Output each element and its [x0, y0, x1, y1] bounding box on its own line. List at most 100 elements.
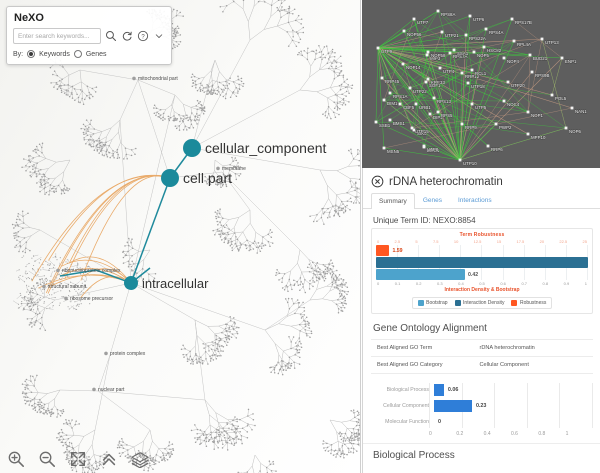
close-icon[interactable] — [371, 175, 384, 188]
gene-node[interactable] — [510, 17, 514, 21]
collapse-all-icon[interactable] — [99, 449, 119, 469]
gene-node[interactable] — [560, 56, 564, 60]
gene-node[interactable] — [526, 132, 530, 136]
ontology-graph-panel[interactable]: mitochondrial part membrane protein comple… — [0, 0, 361, 473]
gene-node[interactable] — [526, 110, 530, 114]
legend-item-interaction-density[interactable]: Interaction Density — [454, 300, 504, 306]
gene-node[interactable] — [382, 146, 386, 150]
gene-node[interactable] — [402, 29, 406, 33]
gene-node-label: SOF1 — [429, 83, 441, 88]
gene-node[interactable] — [470, 102, 474, 106]
highlighted-graph-node[interactable] — [161, 169, 179, 187]
graph-node[interactable] — [216, 166, 220, 171]
detail-tabs[interactable]: Summary Genes Interactions — [363, 192, 600, 209]
chevron-down-icon[interactable] — [152, 30, 165, 43]
gene-node[interactable] — [398, 102, 402, 106]
graph-node[interactable] — [132, 76, 136, 81]
gene-node[interactable] — [388, 91, 392, 95]
gene-node[interactable] — [388, 118, 392, 122]
gene-node[interactable] — [432, 96, 436, 100]
search-input[interactable] — [13, 28, 101, 44]
gene-node[interactable] — [482, 45, 486, 49]
search-row[interactable]: ? — [13, 28, 165, 44]
gene-node[interactable] — [426, 50, 430, 54]
gene-node[interactable] — [502, 99, 506, 103]
fit-to-screen-icon[interactable] — [68, 449, 88, 469]
gene-node[interactable] — [426, 77, 430, 81]
axis-tick: 0.6 — [500, 281, 506, 286]
gene-node[interactable] — [436, 110, 440, 114]
highlighted-graph-node[interactable] — [183, 139, 201, 157]
gene-node[interactable] — [410, 126, 414, 130]
gene-node[interactable] — [424, 80, 428, 84]
legend-item-bootstrap[interactable]: Bootstrap — [417, 300, 448, 306]
gene-node[interactable] — [408, 86, 412, 90]
layers-icon[interactable] — [130, 449, 150, 469]
zoom-in-icon[interactable] — [6, 449, 26, 469]
gene-node[interactable] — [382, 98, 386, 102]
graph-toolbar[interactable] — [6, 449, 150, 469]
gene-node[interactable] — [506, 80, 510, 84]
highlighted-graph-node[interactable] — [124, 276, 138, 290]
gene-node[interactable] — [466, 81, 470, 85]
graph-node[interactable] — [64, 296, 68, 301]
gene-node[interactable] — [502, 56, 506, 60]
term-detail-panel[interactable]: rDNA heterochromatin Summary Genes Inter… — [362, 168, 600, 473]
gene-node[interactable] — [374, 120, 378, 124]
help-icon[interactable]: ? — [136, 30, 149, 43]
search-by-row[interactable]: By: Keywords Genes — [13, 50, 165, 58]
gene-node[interactable] — [540, 37, 544, 41]
gene-node[interactable] — [412, 128, 416, 132]
gene-node[interactable] — [440, 30, 444, 34]
gene-node[interactable] — [468, 14, 472, 18]
axis-tick: 0.4 — [483, 431, 491, 437]
gene-node[interactable] — [452, 48, 456, 52]
gene-node[interactable] — [412, 17, 416, 21]
gene-node[interactable] — [550, 93, 554, 97]
gene-node[interactable] — [570, 106, 574, 110]
gene-node[interactable] — [380, 76, 384, 80]
graph-node[interactable] — [56, 268, 60, 273]
reset-icon[interactable] — [120, 30, 133, 43]
gene-node[interactable] — [460, 122, 464, 126]
ontology-graph-canvas[interactable]: mitochondrial part membrane protein comple… — [0, 0, 360, 473]
gene-node[interactable] — [472, 50, 476, 54]
gene-node[interactable] — [458, 158, 462, 162]
gene-node[interactable] — [512, 39, 516, 43]
gene-node[interactable] — [494, 122, 498, 126]
gene-node-label: MPP10 — [531, 135, 546, 140]
gene-node[interactable] — [486, 144, 490, 148]
gene-node-label: ENP1 — [565, 59, 577, 64]
tab-genes[interactable]: Genes — [422, 197, 442, 204]
gene-node[interactable] — [428, 112, 432, 116]
gene-node[interactable] — [422, 144, 426, 148]
gene-node[interactable] — [484, 27, 488, 31]
radio-genes[interactable] — [73, 50, 82, 58]
graph-node[interactable] — [92, 387, 96, 392]
gene-node[interactable] — [376, 46, 380, 50]
tab-summary[interactable]: Summary — [371, 193, 415, 209]
gene-node[interactable] — [464, 33, 468, 37]
tab-interactions[interactable]: Interactions — [457, 197, 492, 204]
gene-node[interactable] — [530, 70, 534, 74]
gene-node[interactable] — [436, 9, 440, 13]
gene-node[interactable] — [448, 51, 452, 55]
interaction-network-canvas[interactable]: UTP9 UTP7 NOP56 UTP21 IMP3 RPS7A NOP5 NOP14 RRP1… — [362, 0, 600, 168]
search-icon[interactable] — [104, 30, 117, 43]
gene-node[interactable] — [438, 66, 442, 70]
radio-keywords[interactable] — [27, 50, 36, 58]
gene-node[interactable] — [425, 53, 429, 57]
interaction-network-panel[interactable]: UTP9 UTP7 NOP56 UTP21 IMP3 RPS7A NOP5 NOP14 RRP1… — [362, 0, 600, 168]
legend-item-robustness[interactable]: Robustness — [511, 300, 546, 306]
zoom-out-icon[interactable] — [37, 449, 57, 469]
graph-node[interactable] — [104, 351, 108, 356]
gene-node[interactable] — [401, 62, 405, 66]
gene-node[interactable] — [470, 68, 474, 72]
gene-node[interactable] — [528, 53, 532, 57]
gene-node[interactable] — [414, 102, 418, 106]
gene-node-label: NOP4 — [507, 59, 520, 64]
graph-node[interactable] — [42, 284, 46, 289]
search-card[interactable]: NeXO ? By: Keywords — [6, 6, 172, 65]
gene-node[interactable] — [460, 71, 464, 75]
gene-node[interactable] — [564, 126, 568, 130]
